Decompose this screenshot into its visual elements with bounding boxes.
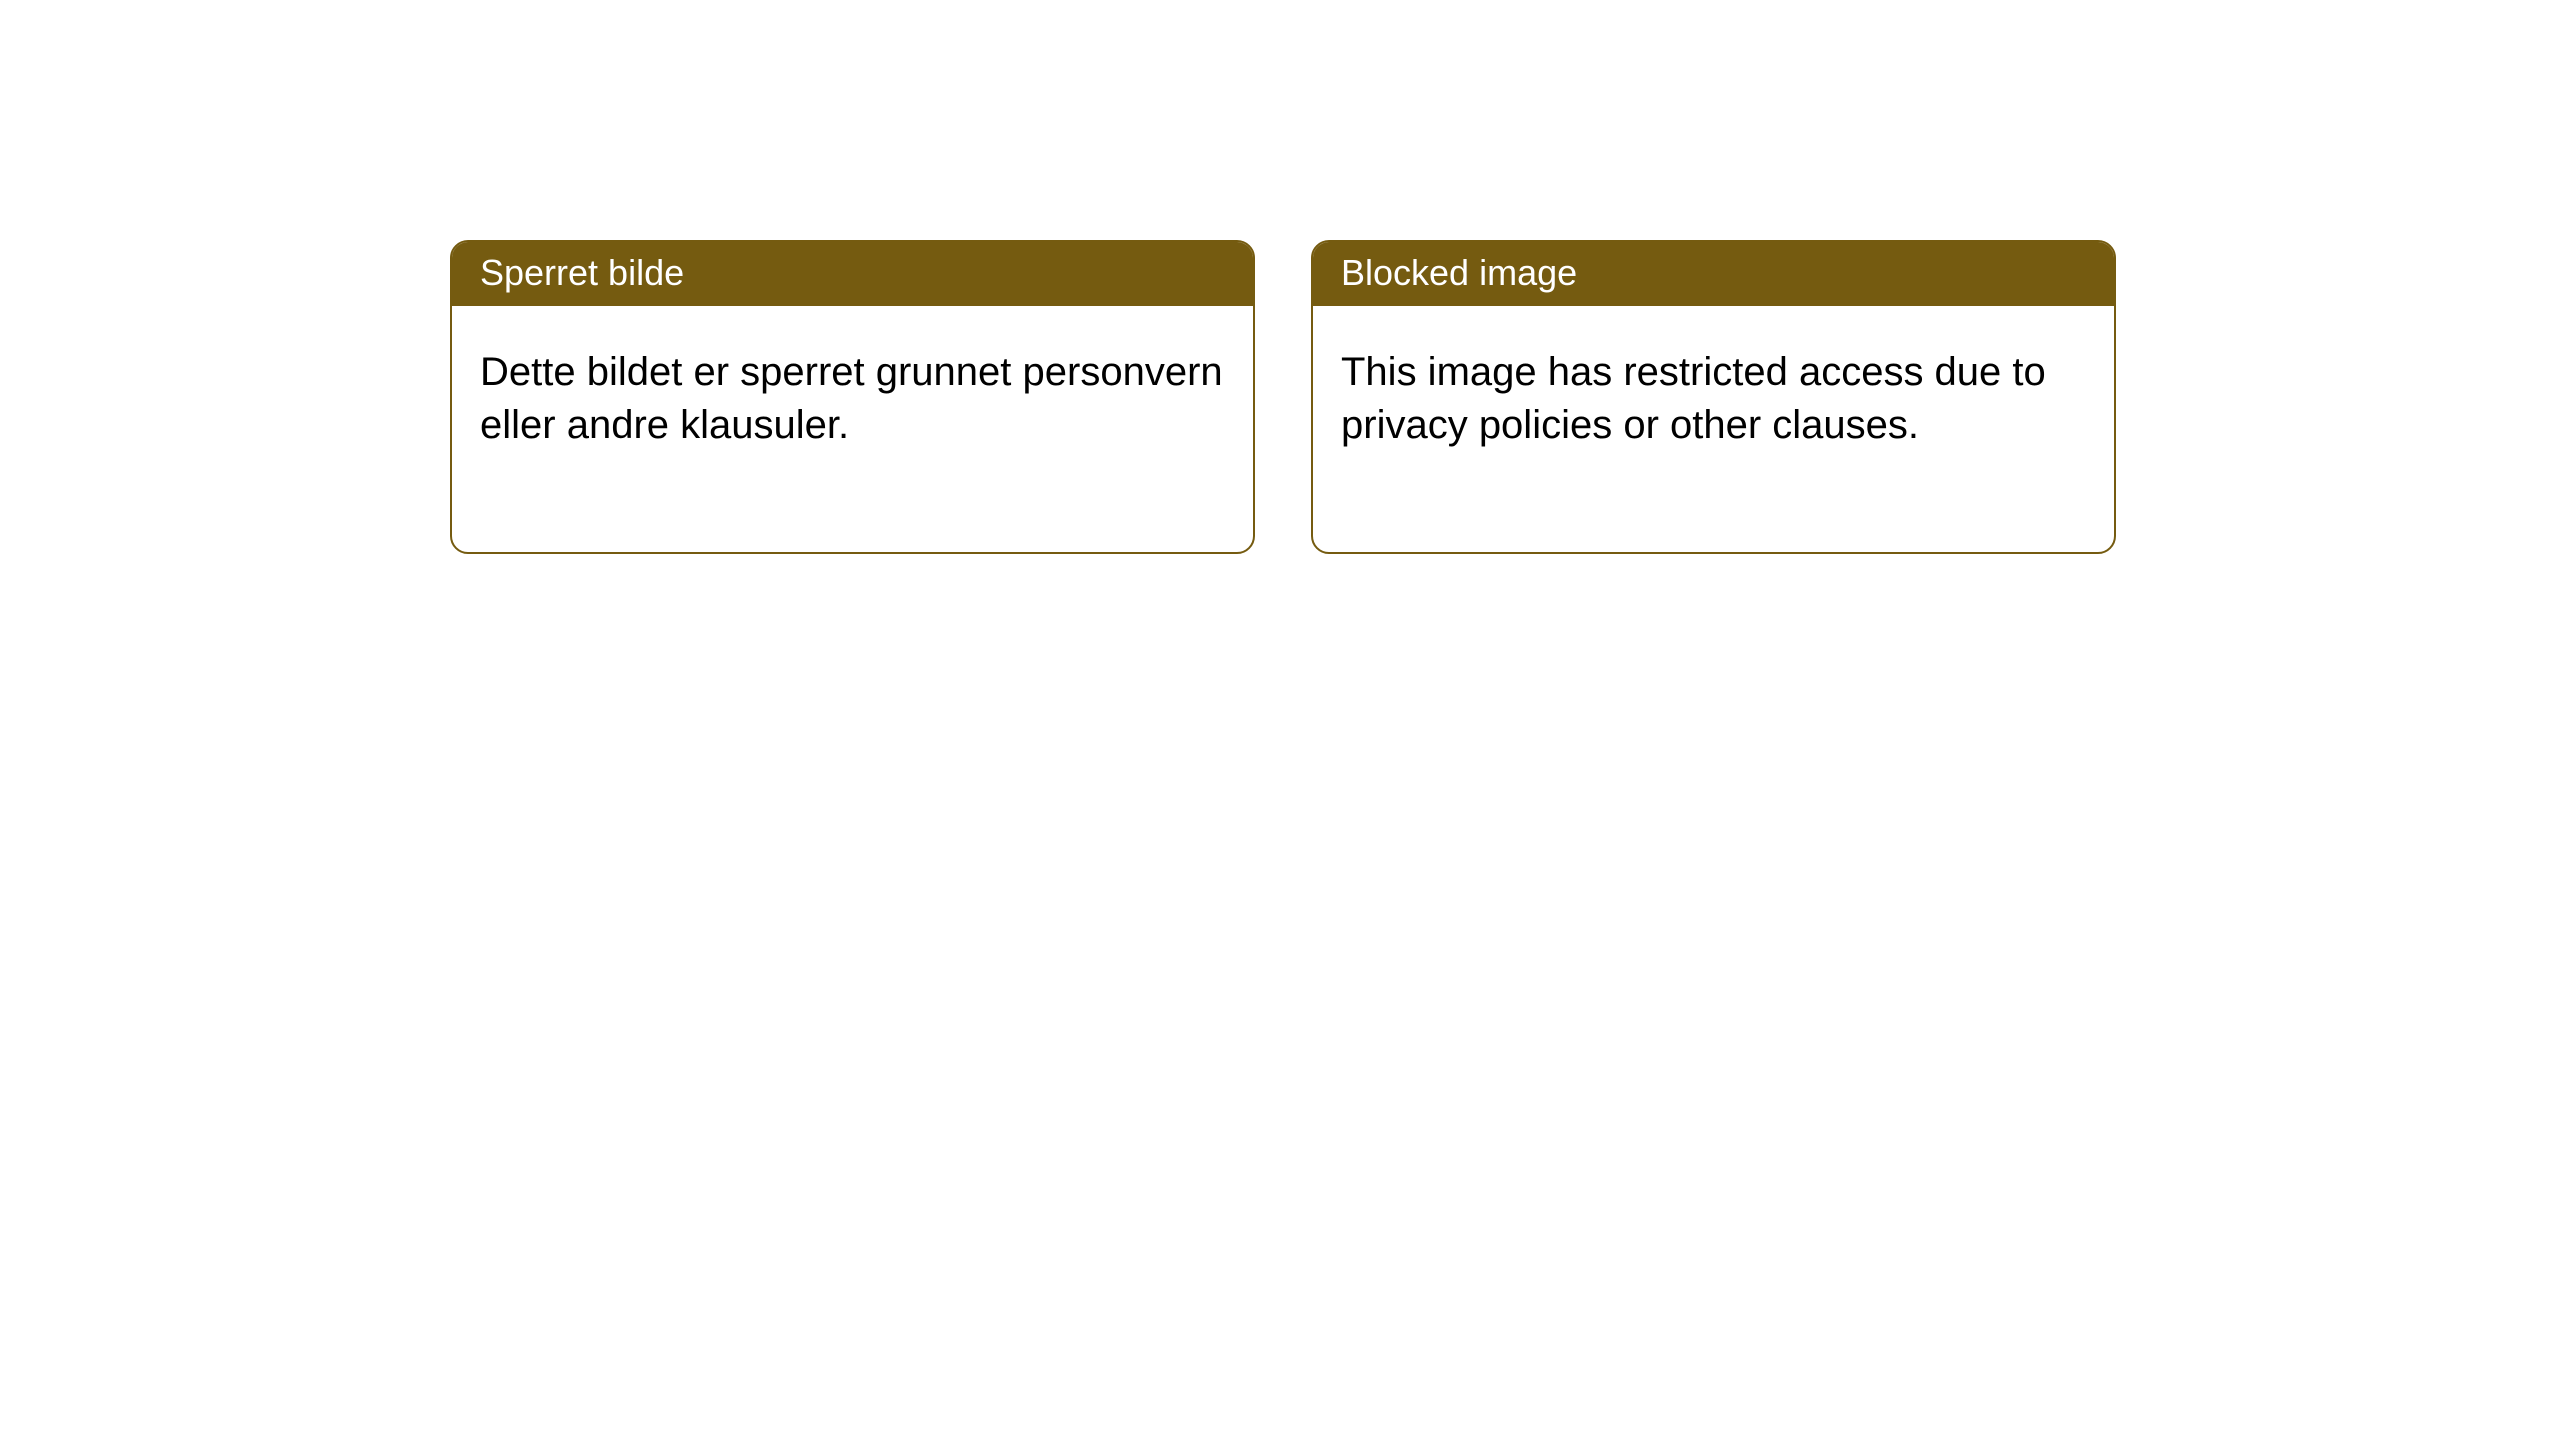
- notice-body-english: This image has restricted access due to …: [1313, 306, 2114, 552]
- notice-container: Sperret bilde Dette bildet er sperret gr…: [0, 0, 2560, 554]
- notice-body-norwegian: Dette bildet er sperret grunnet personve…: [452, 306, 1253, 552]
- notice-title-english: Blocked image: [1313, 242, 2114, 306]
- notice-title-norwegian: Sperret bilde: [452, 242, 1253, 306]
- notice-card-english: Blocked image This image has restricted …: [1311, 240, 2116, 554]
- notice-card-norwegian: Sperret bilde Dette bildet er sperret gr…: [450, 240, 1255, 554]
